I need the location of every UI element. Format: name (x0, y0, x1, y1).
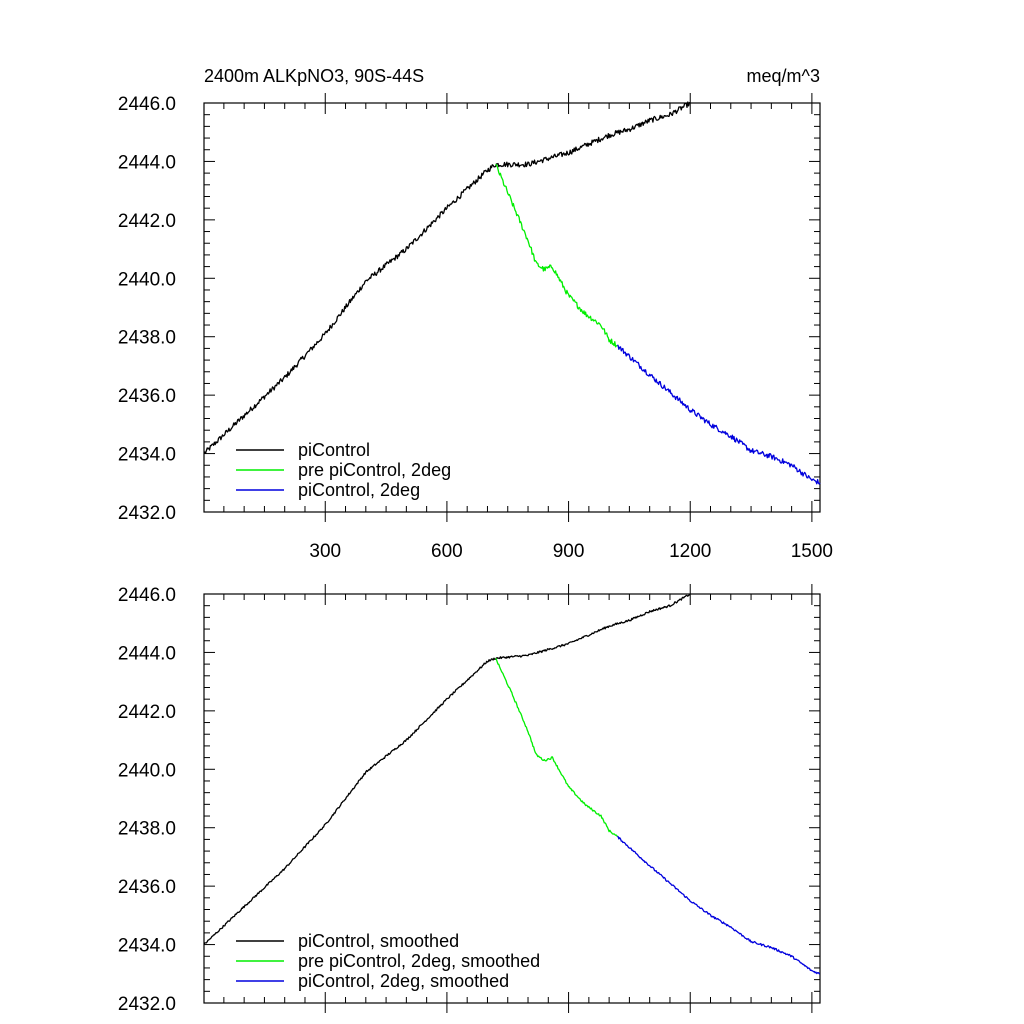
y-tick-label: 2436.0 (118, 877, 176, 898)
y-tick-label: 2446.0 (118, 94, 176, 115)
y-tick-label: 2438.0 (118, 328, 176, 349)
chart-title: 2400m ALKpNO3, 90S-44S (204, 66, 424, 86)
y-tick-label: 2436.0 (118, 386, 176, 407)
y-tick-label: 2432.0 (118, 503, 176, 524)
legend-label: pre piControl, 2deg (298, 460, 451, 480)
y-tick-label: 2442.0 (118, 702, 176, 723)
y-tick-label: 2440.0 (118, 269, 176, 290)
series-line-0 (203, 101, 691, 454)
y-tick-label: 2434.0 (118, 445, 176, 466)
y-tick-label: 2440.0 (118, 760, 176, 781)
x-tick-label: 300 (309, 541, 341, 562)
top-panel: 2432.0 2434.0 2436.0 2438.0 2440.0 2442.0 2444… (118, 93, 833, 562)
y-tick-label: 2438.0 (118, 819, 176, 840)
x-tick-label: 600 (431, 541, 463, 562)
series-line-1 (495, 163, 618, 348)
y-tick-label: 2444.0 (118, 643, 176, 664)
bottom-panel: 2432.0 2434.0 2436.0 2438.0 2440.0 2442.0 2444… (118, 584, 821, 1015)
y-tick-label: 2432.0 (118, 994, 176, 1015)
y-tick-label: 2442.0 (118, 211, 176, 232)
y-tick-label: 2434.0 (118, 936, 176, 957)
series-line-2 (617, 344, 821, 485)
series-line-0 (203, 593, 691, 945)
x-tick-label: 900 (553, 541, 585, 562)
series-line-1 (495, 657, 618, 837)
series-line-2 (617, 835, 821, 975)
x-tick-label: 1200 (669, 541, 711, 562)
legend-label: piControl, smoothed (298, 931, 459, 951)
legend-label: piControl, 2deg, smoothed (298, 971, 509, 991)
legend-label: pre piControl, 2deg, smoothed (298, 951, 540, 971)
legend-label: piControl, 2deg (298, 480, 420, 500)
y-tick-label: 2444.0 (118, 152, 176, 173)
legend-label: piControl (298, 440, 370, 460)
chart-units: meq/m^3 (747, 66, 820, 86)
plot-frame (203, 102, 821, 513)
plot-frame (203, 593, 821, 1004)
x-tick-label: 1500 (791, 541, 833, 562)
y-tick-label: 2446.0 (118, 585, 176, 606)
